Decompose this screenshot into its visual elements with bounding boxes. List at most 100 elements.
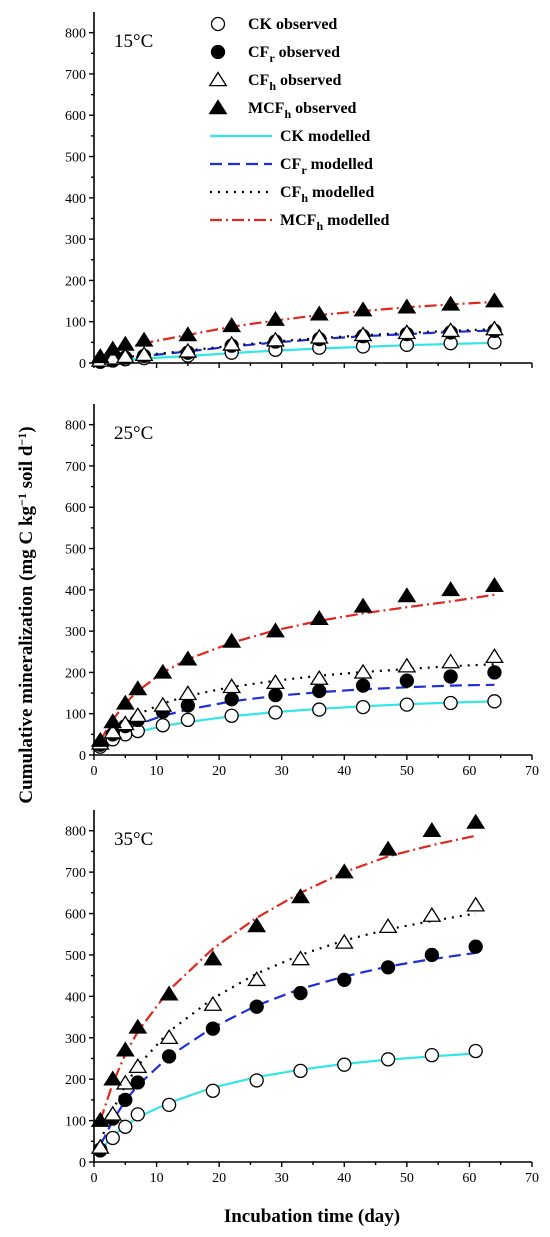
observed-point-MCFh xyxy=(115,694,135,710)
observed-point-CFh xyxy=(128,1058,148,1074)
legend-label-base: CF xyxy=(280,156,302,173)
legend-label-MCFh_mod: MCFh modelled xyxy=(280,212,389,233)
observed-point-CFh xyxy=(159,1029,179,1045)
x-tick-label: 70 xyxy=(525,764,539,779)
observed-point-MCFh xyxy=(90,348,110,364)
observed-point-CFh xyxy=(115,715,135,731)
observed-point-CFh xyxy=(222,335,242,351)
observed-point-MCFh xyxy=(134,331,154,347)
x-tick-label: 20 xyxy=(212,1171,226,1186)
y-axis-title-sup2: −1 xyxy=(15,433,29,446)
observed-point-CFh xyxy=(103,723,123,739)
observed-point-CK xyxy=(355,699,371,715)
y-axis-title: Cumulative mineralization (mg C kg −1 soi… xyxy=(15,426,37,803)
y-tick-label: 0 xyxy=(79,357,86,372)
legend-label-sub: h xyxy=(301,191,308,205)
observed-point-CK xyxy=(337,1057,352,1072)
legend-label-sub: h xyxy=(269,79,276,93)
legend-label-base: CF xyxy=(248,72,270,89)
modelled-line-CFr xyxy=(99,951,476,1146)
observed-point-CK xyxy=(130,1107,145,1122)
legend-marker-CFr_obs xyxy=(210,44,226,60)
observed-point-CK xyxy=(161,1097,177,1113)
observed-point-CFr xyxy=(224,692,239,707)
legend-entry-CFh_obs: CFh observed xyxy=(208,71,341,93)
x-tick-label: 50 xyxy=(400,764,414,779)
observed-point-MCFh xyxy=(90,731,110,747)
observed-point-CFh xyxy=(103,1105,123,1121)
observed-point-CFr xyxy=(468,939,483,954)
observed-point-MCFh xyxy=(266,310,285,326)
legend-label-suffix: modelled xyxy=(304,128,370,145)
observed-point-CK xyxy=(224,708,239,723)
y-axis-title-part2: soil d xyxy=(16,445,37,493)
y-tick-label: 300 xyxy=(65,233,86,248)
observed-point-CFh xyxy=(178,342,198,358)
legend-marker-CK_obs xyxy=(210,16,226,32)
modelled-line-MCFh xyxy=(99,593,495,742)
x-tick-label: 10 xyxy=(150,764,164,779)
observed-point-MCFh xyxy=(441,295,461,311)
y-tick-label: 100 xyxy=(65,1115,86,1130)
observed-point-CFh xyxy=(397,324,417,340)
observed-point-CK xyxy=(293,1063,308,1079)
legend-label-CFr_obs: CFr observed xyxy=(248,44,340,65)
observed-point-CFh xyxy=(485,647,504,663)
observed-point-CFh xyxy=(103,349,123,365)
legend-marker-CFh_obs xyxy=(208,71,228,87)
x-tick-label: 40 xyxy=(337,764,351,779)
legend-marker-MCFh_obs xyxy=(208,99,228,115)
y-tick-label: 100 xyxy=(65,708,86,723)
x-tick-label: 10 xyxy=(150,1171,164,1186)
observed-point-MCFh xyxy=(128,680,148,696)
legend-entry-CK_mod: CK modelled xyxy=(210,128,370,145)
observed-point-CK xyxy=(180,712,196,728)
observed-point-CK xyxy=(399,697,415,712)
legend-entry-MCFh_obs: MCFh observed xyxy=(208,99,357,121)
observed-point-CFh xyxy=(115,348,135,364)
legend-entry-CFr_mod: CFr modelled xyxy=(210,156,373,177)
observed-point-CFh xyxy=(153,696,173,712)
legend-entry-CK_obs: CK observed xyxy=(210,16,337,33)
y-tick-label: 600 xyxy=(65,109,86,124)
x-tick-label: 30 xyxy=(275,764,289,779)
y-tick-label: 200 xyxy=(65,666,86,681)
legend-label-CFh_mod: CFh modelled xyxy=(280,184,374,205)
observed-point-CFh xyxy=(353,663,373,679)
observed-point-CK xyxy=(424,1048,440,1063)
legend-label-sub: h xyxy=(316,219,323,233)
y-axis-title-part1: Cumulative mineralization (mg C kg xyxy=(16,505,37,803)
observed-point-CFr xyxy=(312,683,327,699)
observed-point-CFr xyxy=(249,999,264,1014)
observed-point-MCFh xyxy=(153,663,173,679)
y-tick-label: 800 xyxy=(65,825,86,840)
panel-temperature-label: 35°C xyxy=(114,829,153,850)
observed-point-CK xyxy=(380,1052,396,1067)
observed-point-CK xyxy=(443,695,458,711)
y-tick-label: 400 xyxy=(65,192,86,207)
observed-point-MCFh xyxy=(222,632,242,648)
observed-point-MCFh xyxy=(128,1018,148,1034)
observed-point-MCFh xyxy=(266,622,285,638)
observed-point-CFh xyxy=(291,950,310,966)
observed-point-CK xyxy=(487,694,502,709)
legend-label-CFr_mod: CFr modelled xyxy=(280,156,373,177)
panel-temperature-label: 25°C xyxy=(114,423,153,444)
x-tick-label: 30 xyxy=(275,1171,289,1186)
observed-point-MCFh xyxy=(309,305,329,321)
observed-point-MCFh xyxy=(178,326,198,342)
legend-label-suffix: observed xyxy=(291,100,356,117)
y-tick-label: 500 xyxy=(65,949,86,964)
observed-point-CFr xyxy=(118,1092,133,1108)
observed-point-CK xyxy=(249,1073,264,1088)
observed-point-CFh xyxy=(115,1074,135,1090)
x-tick-label: 40 xyxy=(337,1171,351,1186)
x-tick-label: 20 xyxy=(212,764,226,779)
y-tick-label: 500 xyxy=(65,543,86,558)
observed-point-CFh xyxy=(178,685,198,701)
x-tick-label: 0 xyxy=(91,764,98,779)
observed-point-CFh xyxy=(309,669,329,685)
observed-point-MCFh xyxy=(247,917,267,933)
